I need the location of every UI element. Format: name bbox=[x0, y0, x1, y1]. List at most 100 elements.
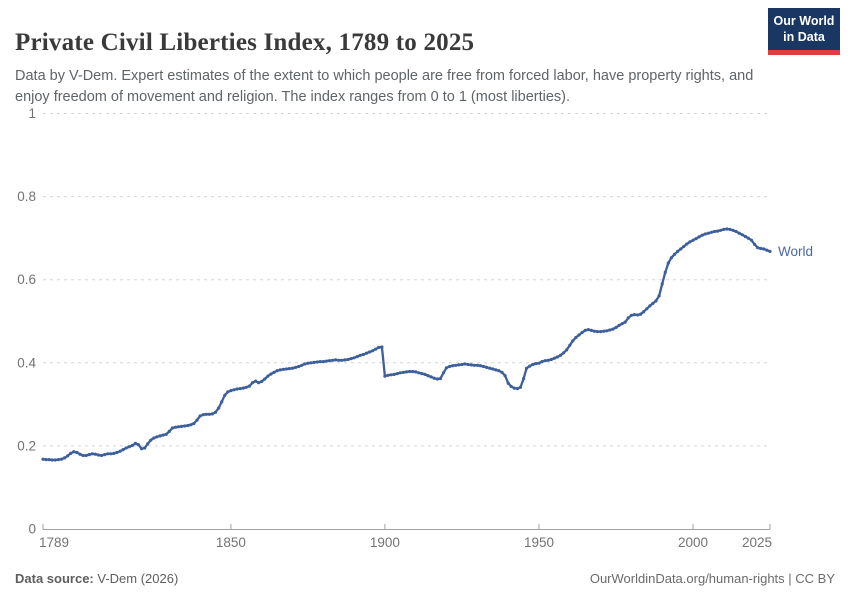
data-point-marker bbox=[469, 363, 473, 367]
data-point-marker bbox=[346, 357, 350, 362]
data-point-marker bbox=[709, 230, 714, 234]
owid-logo-line1: Our World bbox=[773, 14, 835, 28]
attribution-link[interactable]: OurWorldinData.org/human-rights | CC BY bbox=[589, 571, 835, 586]
data-point-marker bbox=[632, 313, 637, 317]
data-point-marker bbox=[494, 368, 498, 372]
data-point-marker bbox=[158, 434, 162, 438]
data-point-marker bbox=[611, 327, 615, 331]
data-point-marker bbox=[78, 452, 82, 456]
data-point-marker bbox=[731, 228, 735, 232]
chart-subtitle: Data by V-Dem. Expert estimates of the e… bbox=[15, 67, 754, 106]
data-point-marker bbox=[558, 353, 563, 357]
data-point-marker bbox=[72, 450, 76, 454]
data-point-marker bbox=[481, 364, 486, 369]
data-point-marker bbox=[312, 360, 316, 364]
data-point-marker bbox=[435, 377, 439, 381]
data-point-marker bbox=[337, 358, 341, 362]
data-point-marker bbox=[204, 412, 208, 416]
data-point-marker bbox=[223, 393, 227, 397]
data-point-marker bbox=[306, 361, 310, 365]
data-point-marker bbox=[676, 249, 680, 253]
data-point-marker bbox=[657, 294, 661, 298]
data-point-marker bbox=[383, 374, 387, 378]
data-point-marker bbox=[84, 453, 88, 458]
data-point-marker bbox=[152, 436, 156, 440]
data-point-marker bbox=[87, 453, 91, 457]
data-point-marker bbox=[183, 424, 187, 428]
data-point-marker bbox=[56, 458, 61, 462]
data-point-marker bbox=[321, 360, 325, 364]
owid-logo[interactable]: Our World in Data bbox=[768, 8, 840, 56]
data-point-marker bbox=[96, 453, 100, 457]
data-point-marker bbox=[592, 329, 597, 333]
data-point-marker bbox=[260, 379, 264, 384]
data-point-marker bbox=[281, 367, 285, 371]
data-point-marker bbox=[93, 452, 97, 456]
data-point-marker bbox=[654, 299, 658, 303]
data-point-marker bbox=[367, 350, 372, 354]
data-point-marker bbox=[716, 229, 720, 233]
data-point-marker bbox=[192, 421, 196, 426]
data-point-marker bbox=[497, 369, 501, 373]
data-point-marker bbox=[213, 410, 218, 414]
data-point-marker bbox=[688, 240, 692, 244]
data-point-marker bbox=[380, 345, 384, 349]
data-point-marker bbox=[719, 228, 723, 232]
data-point-marker bbox=[133, 441, 137, 445]
data-point-marker bbox=[167, 429, 171, 433]
data-point-marker bbox=[103, 453, 107, 457]
data-point-marker bbox=[759, 246, 763, 251]
data-point-marker bbox=[432, 376, 436, 380]
data-point-marker bbox=[417, 371, 421, 375]
data-point-marker bbox=[263, 377, 267, 381]
data-point-marker bbox=[679, 247, 683, 251]
data-point-marker bbox=[392, 372, 396, 376]
data-point-marker bbox=[682, 244, 686, 249]
data-point-marker bbox=[629, 313, 634, 317]
data-point-marker bbox=[626, 316, 630, 320]
data-point-marker bbox=[41, 457, 45, 461]
data-point-marker bbox=[143, 446, 147, 450]
x-axis-tick-label: 1789 bbox=[39, 535, 69, 550]
data-source-label: Data source: bbox=[15, 571, 94, 586]
data-point-marker bbox=[232, 388, 236, 392]
data-point-marker bbox=[247, 384, 251, 388]
data-point-marker bbox=[352, 356, 356, 360]
data-point-marker bbox=[713, 229, 717, 234]
data-point-marker bbox=[685, 242, 689, 246]
data-point-marker bbox=[155, 435, 159, 439]
data-point-marker bbox=[90, 452, 94, 456]
data-point-marker bbox=[109, 452, 113, 456]
data-source-note: Data source: V-Dem (2026) bbox=[15, 571, 178, 586]
data-point-marker bbox=[740, 233, 744, 237]
data-point-marker bbox=[583, 328, 587, 332]
data-point-marker bbox=[355, 355, 359, 359]
data-point-marker bbox=[364, 351, 369, 355]
data-point-marker bbox=[411, 369, 415, 374]
data-point-marker bbox=[472, 363, 476, 367]
data-source-value: V-Dem (2026) bbox=[93, 571, 179, 586]
data-point-marker bbox=[404, 370, 409, 374]
data-point-marker bbox=[334, 358, 338, 362]
data-point-marker bbox=[617, 323, 621, 327]
data-point-marker bbox=[164, 432, 168, 436]
data-point-marker bbox=[518, 385, 523, 389]
data-point-marker bbox=[195, 418, 199, 422]
data-point-marker bbox=[444, 366, 449, 370]
data-point-marker bbox=[173, 425, 178, 429]
data-point-marker bbox=[703, 232, 707, 236]
x-axis-tick-label: 1950 bbox=[524, 535, 554, 550]
data-point-marker bbox=[543, 359, 547, 363]
data-point-marker bbox=[605, 329, 609, 333]
y-axis-tick-label: 0.4 bbox=[17, 355, 36, 370]
data-point-marker bbox=[146, 442, 150, 446]
data-point-marker bbox=[602, 329, 606, 333]
data-point-marker bbox=[238, 387, 242, 391]
data-point-marker bbox=[756, 246, 760, 250]
data-point-marker bbox=[768, 249, 772, 253]
data-point-marker bbox=[522, 377, 526, 381]
data-point-marker bbox=[635, 313, 640, 317]
data-point-marker bbox=[136, 443, 141, 447]
